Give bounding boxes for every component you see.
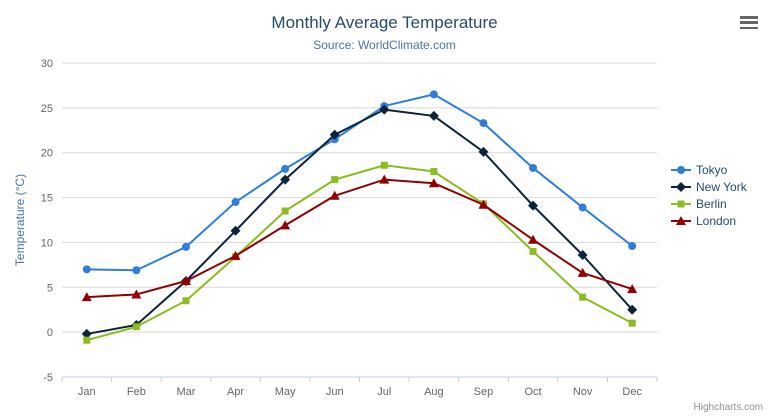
- point-marker-berlin[interactable]: [430, 168, 438, 176]
- point-marker-new-york[interactable]: [81, 328, 92, 339]
- series-line-tokyo[interactable]: [86, 93, 633, 272]
- y-axis-tick-label: 0: [47, 327, 53, 339]
- point-marker-london[interactable]: [329, 190, 340, 200]
- legend-symbol-triangle-icon: [671, 216, 691, 225]
- series-line-london[interactable]: [86, 178, 633, 299]
- point-marker-london[interactable]: [280, 220, 291, 230]
- y-axis-tick-label: -5: [43, 372, 53, 384]
- point-marker-berlin[interactable]: [628, 319, 636, 327]
- x-axis-tick-label: Jun: [326, 386, 344, 398]
- point-marker-tokyo[interactable]: [429, 90, 438, 99]
- point-marker-new-york[interactable]: [478, 146, 489, 157]
- y-axis-tick-label: 30: [41, 58, 53, 70]
- point-marker-new-york[interactable]: [379, 104, 390, 115]
- chart-title: Monthly Average Temperature: [271, 13, 498, 32]
- point-marker-tokyo[interactable]: [529, 163, 538, 172]
- point-marker-berlin[interactable]: [331, 176, 339, 184]
- chart-subtitle: Source: WorldClimate.com: [313, 38, 456, 52]
- point-marker-berlin[interactable]: [83, 336, 91, 344]
- y-axis-tick-label: 25: [41, 103, 53, 115]
- x-axis-tick-label: Jan: [78, 386, 96, 398]
- point-marker-berlin[interactable]: [380, 161, 388, 169]
- y-axis-title: Temperature (°C): [13, 173, 27, 267]
- point-marker-tokyo[interactable]: [281, 164, 290, 173]
- point-marker-london[interactable]: [180, 276, 191, 286]
- legend-symbol-diamond-icon: [671, 182, 691, 192]
- point-marker-new-york[interactable]: [428, 110, 439, 121]
- x-axis-tick-label: Dec: [622, 386, 642, 398]
- point-marker-london[interactable]: [577, 267, 588, 277]
- point-marker-berlin[interactable]: [281, 207, 289, 215]
- point-marker-new-york[interactable]: [230, 225, 241, 236]
- point-marker-tokyo[interactable]: [181, 242, 190, 251]
- x-axis-tick-label: Apr: [227, 386, 244, 398]
- point-marker-london[interactable]: [379, 174, 390, 184]
- point-marker-new-york[interactable]: [627, 304, 638, 315]
- y-axis-tick-label: 15: [41, 193, 53, 205]
- x-axis-tick-label: Jul: [377, 386, 391, 398]
- legend-item-tokyo[interactable]: Tokyo: [671, 163, 747, 177]
- point-marker-london[interactable]: [131, 289, 142, 299]
- hamburger-icon: [740, 21, 758, 24]
- point-marker-london[interactable]: [478, 199, 489, 209]
- point-marker-london[interactable]: [528, 234, 539, 244]
- legend-symbol-circle-icon: [671, 166, 691, 174]
- hamburger-icon: [740, 26, 758, 29]
- x-axis-tick-label: Mar: [176, 386, 195, 398]
- credits-link[interactable]: Highcharts.com: [693, 402, 763, 413]
- point-marker-london[interactable]: [81, 292, 92, 302]
- x-axis-tick-label: Feb: [127, 386, 146, 398]
- point-marker-tokyo[interactable]: [82, 265, 91, 274]
- legend-label: London: [696, 214, 737, 228]
- legend-label: Berlin: [696, 197, 727, 211]
- legend-item-berlin[interactable]: Berlin: [671, 197, 747, 211]
- legend-label: New York: [696, 180, 747, 194]
- point-marker-tokyo[interactable]: [628, 242, 637, 251]
- point-marker-london[interactable]: [428, 178, 439, 188]
- point-marker-tokyo[interactable]: [231, 198, 240, 207]
- point-marker-tokyo[interactable]: [578, 203, 587, 212]
- legend-symbol-square-icon: [671, 200, 691, 208]
- point-marker-new-york[interactable]: [329, 129, 340, 140]
- point-marker-tokyo[interactable]: [479, 119, 488, 128]
- point-marker-london[interactable]: [230, 250, 241, 260]
- export-menu-button[interactable]: [740, 16, 758, 29]
- point-marker-berlin[interactable]: [182, 297, 190, 305]
- hamburger-icon: [740, 16, 758, 19]
- series-line-new-york[interactable]: [86, 108, 633, 335]
- x-axis-tick-label: Sep: [474, 386, 494, 398]
- legend: Tokyo New York Berlin London: [671, 163, 747, 228]
- x-axis-tick-label: May: [275, 386, 296, 398]
- point-marker-tokyo[interactable]: [132, 266, 141, 275]
- legend-item-london[interactable]: London: [671, 214, 747, 228]
- x-axis-tick-label: Oct: [524, 386, 541, 398]
- point-marker-berlin[interactable]: [579, 293, 587, 301]
- point-marker-london[interactable]: [627, 284, 638, 294]
- point-marker-berlin[interactable]: [132, 323, 140, 331]
- y-axis-tick-label: 20: [41, 148, 53, 160]
- point-marker-new-york[interactable]: [577, 249, 588, 260]
- legend-label: Tokyo: [696, 163, 728, 177]
- x-axis-tick-label: Aug: [424, 386, 444, 398]
- point-marker-new-york[interactable]: [528, 200, 539, 211]
- y-axis-tick-label: 5: [47, 282, 53, 294]
- point-marker-new-york[interactable]: [280, 174, 291, 185]
- y-axis-tick-label: 10: [41, 237, 53, 249]
- x-axis-tick-label: Nov: [573, 386, 593, 398]
- legend-item-new-york[interactable]: New York: [671, 180, 747, 194]
- series-line-berlin[interactable]: [86, 164, 633, 342]
- point-marker-berlin[interactable]: [529, 247, 537, 255]
